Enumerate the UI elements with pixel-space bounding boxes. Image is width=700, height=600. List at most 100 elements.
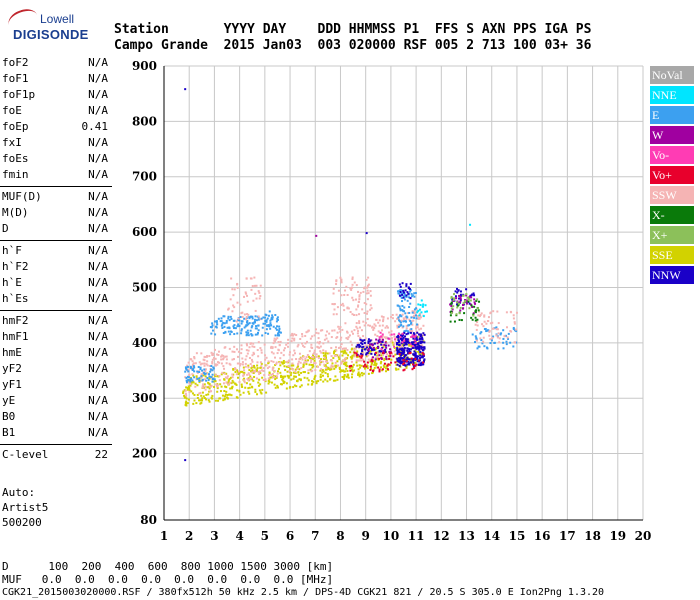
data-point — [459, 290, 462, 293]
data-point — [396, 359, 399, 362]
data-point — [269, 376, 272, 379]
data-point — [189, 380, 192, 383]
data-point — [485, 330, 488, 333]
data-point — [313, 376, 316, 379]
data-point — [267, 360, 270, 363]
data-point — [422, 355, 425, 358]
data-point — [245, 355, 248, 358]
data-point — [399, 321, 402, 324]
data-point — [415, 330, 418, 333]
data-point — [242, 374, 245, 377]
data-point — [399, 314, 402, 317]
data-point — [418, 338, 421, 341]
data-point — [211, 324, 214, 327]
data-point — [188, 389, 191, 392]
data-point — [401, 344, 404, 347]
data-point — [273, 356, 276, 359]
data-point — [373, 342, 376, 345]
data-point — [451, 298, 454, 301]
data-point — [380, 347, 383, 350]
data-point — [239, 393, 242, 396]
data-point — [421, 353, 424, 356]
data-point — [287, 365, 290, 368]
data-point — [310, 358, 313, 361]
data-point — [254, 327, 257, 330]
data-point — [423, 346, 426, 349]
data-point — [357, 290, 360, 293]
data-point — [211, 373, 214, 376]
data-point — [382, 316, 385, 319]
data-point — [238, 389, 241, 392]
param-name: yF1 — [2, 378, 22, 391]
data-point — [255, 284, 258, 287]
data-point — [415, 325, 418, 328]
data-point — [358, 375, 361, 378]
data-point — [383, 349, 386, 352]
data-point — [401, 326, 404, 329]
data-point — [187, 368, 190, 371]
data-point — [197, 365, 200, 368]
data-point — [418, 340, 421, 343]
data-point — [251, 360, 254, 363]
data-point — [353, 369, 356, 372]
data-point — [253, 366, 256, 369]
data-point — [414, 351, 417, 354]
x-tick-label: 2 — [185, 529, 193, 543]
data-point — [371, 325, 374, 328]
data-point — [301, 342, 304, 345]
data-point — [228, 378, 231, 381]
data-point — [258, 389, 261, 392]
param-name: hmE — [2, 346, 22, 359]
data-point — [225, 386, 228, 389]
data-point — [286, 342, 289, 345]
data-point — [206, 354, 209, 357]
data-point — [363, 287, 366, 290]
x-tick-label: 17 — [559, 529, 576, 543]
data-point — [417, 317, 420, 320]
data-point — [236, 283, 239, 286]
data-point — [208, 390, 211, 393]
data-point — [211, 354, 214, 357]
data-point — [483, 314, 486, 317]
data-point — [293, 337, 296, 340]
data-point — [259, 294, 262, 297]
data-point — [223, 372, 226, 375]
data-point — [324, 378, 327, 381]
data-point — [360, 356, 363, 359]
data-point — [395, 363, 398, 366]
data-point — [264, 319, 267, 322]
data-point — [352, 332, 355, 335]
data-point — [184, 366, 187, 369]
data-point — [400, 319, 403, 322]
data-point — [184, 459, 187, 462]
data-point — [307, 369, 310, 372]
data-point — [283, 380, 286, 383]
data-point — [259, 366, 262, 369]
data-point — [469, 223, 472, 226]
data-point — [370, 339, 373, 342]
data-point — [510, 311, 513, 314]
data-point — [221, 354, 224, 357]
data-point — [242, 391, 245, 394]
data-point — [207, 399, 210, 402]
data-point — [334, 350, 337, 353]
data-point — [244, 325, 247, 328]
data-point — [243, 381, 246, 384]
data-point — [476, 324, 479, 327]
data-point — [248, 386, 251, 389]
data-point — [254, 333, 257, 336]
data-point — [319, 376, 322, 379]
data-point — [513, 329, 516, 332]
data-point — [400, 347, 403, 350]
data-point — [334, 364, 337, 367]
param-row: yF2 N/A — [2, 362, 108, 377]
data-point — [411, 316, 414, 319]
data-point — [268, 325, 271, 328]
data-point — [369, 290, 372, 293]
data-point — [418, 352, 421, 355]
data-point — [407, 292, 410, 295]
data-point — [507, 337, 510, 340]
data-point — [340, 336, 343, 339]
data-point — [405, 284, 408, 287]
data-point — [295, 385, 298, 388]
